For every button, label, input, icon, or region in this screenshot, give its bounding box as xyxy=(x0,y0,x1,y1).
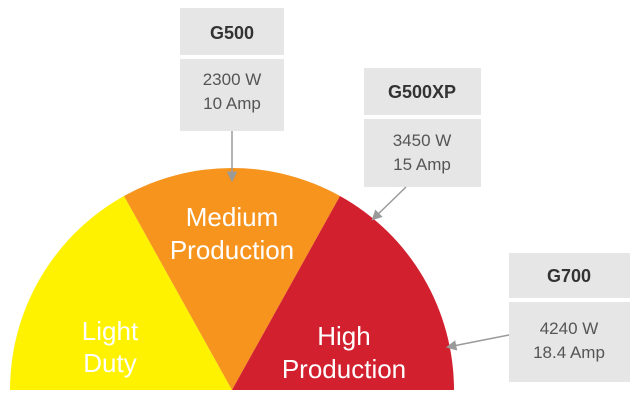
card-g700: G700 4240 W 18.4 Amp xyxy=(509,253,630,382)
segment-medium-production xyxy=(124,167,340,390)
medium-production-label-line1: Medium xyxy=(186,202,278,232)
high-production-label-line2: Production xyxy=(282,354,406,384)
card-g500xp: G500XP 3450 W 15 Amp xyxy=(364,68,481,187)
card-g500xp-title: G500XP xyxy=(388,82,456,102)
card-g500xp-amps: 15 Amp xyxy=(393,155,451,174)
arrow-g500xp xyxy=(371,186,407,221)
high-production-label-line1: High xyxy=(317,321,370,351)
segment-high-production xyxy=(232,196,455,390)
card-g500-amps: 10 Amp xyxy=(203,94,261,113)
card-g500-title: G500 xyxy=(210,23,254,43)
arrow-g700 xyxy=(445,334,510,351)
light-duty-label-line2: Duty xyxy=(83,348,136,378)
card-g700-title: G700 xyxy=(547,266,591,286)
card-g500xp-watts: 3450 W xyxy=(393,131,452,150)
card-g700-watts: 4240 W xyxy=(540,319,599,338)
card-g500: G500 2300 W 10 Amp xyxy=(180,8,284,131)
card-g500-watts: 2300 W xyxy=(203,70,262,89)
medium-production-label-line2: Production xyxy=(170,235,294,265)
segment-light-duty xyxy=(9,196,232,390)
light-duty-label-line1: Light xyxy=(82,316,139,346)
card-g700-amps: 18.4 Amp xyxy=(533,343,605,362)
